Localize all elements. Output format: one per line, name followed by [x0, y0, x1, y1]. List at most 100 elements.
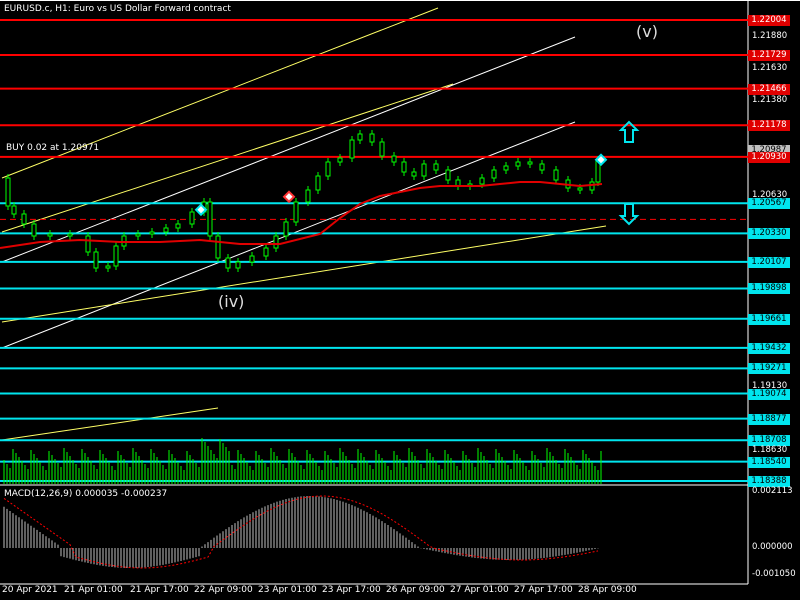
price-scale-label: 1.18708 [748, 435, 790, 446]
wave-label-iv: (iv) [218, 292, 245, 311]
candle-body [527, 161, 533, 165]
candle-body [263, 247, 269, 257]
candle-body [85, 235, 91, 253]
candle-body [515, 161, 521, 167]
time-tick: 22 Apr 09:00 [194, 585, 253, 595]
price-scale-label: 1.21466 [748, 84, 790, 95]
macd-scale-high: 0.002113 [752, 486, 793, 496]
price-scale-label: 1.21630 [752, 63, 788, 73]
candle-body [445, 169, 451, 181]
price-scale-label: 1.20107 [748, 257, 790, 268]
candle-body [577, 187, 583, 191]
price-scale-label: 1.18388 [748, 476, 790, 487]
candle-body [411, 171, 417, 177]
time-tick: 27 Apr 17:00 [514, 585, 573, 595]
candle-body [283, 221, 289, 237]
candle-body [149, 231, 155, 235]
sell-marker-icon [282, 190, 296, 204]
time-tick: 21 Apr 01:00 [64, 585, 123, 595]
time-tick: 21 Apr 17:00 [130, 585, 189, 595]
candle-body [175, 223, 181, 229]
candle-body [67, 233, 73, 237]
candle-body [539, 163, 545, 171]
macd-signal-line [3, 495, 599, 569]
time-tick: 20 Apr 2021 [2, 585, 58, 595]
price-scale-label: 1.19074 [748, 389, 790, 400]
up-arrow-icon [618, 120, 640, 143]
trend-line [1, 7, 439, 179]
price-scale-label: 1.20930 [748, 152, 790, 163]
buy-marker-icon [194, 203, 208, 217]
price-scale-label: 1.18877 [748, 414, 790, 425]
candle-body [325, 161, 331, 177]
chart-title: EURUSD.c, H1: Euro vs US Dollar Forward … [4, 4, 231, 14]
price-scale-label: 1.21880 [752, 31, 788, 41]
macd-scale-low: -0.001050 [752, 569, 796, 579]
candle-body [5, 177, 11, 207]
candle-body [93, 251, 99, 269]
price-scale-label: 1.19271 [748, 363, 790, 374]
trend-line [1, 83, 454, 233]
candle-body [293, 201, 299, 223]
candle-body [163, 227, 169, 233]
macd-label: MACD(12,26,9) 0.000035 -0.000237 [4, 489, 168, 499]
candle-body [235, 261, 241, 269]
candle-body [315, 175, 321, 191]
candle-body [379, 141, 385, 157]
price-scale-label: 1.18630 [752, 445, 788, 455]
candle-body [369, 133, 375, 143]
moving-average-line [0, 181, 603, 249]
wave-label-v: (v) [636, 22, 658, 41]
candle-body [249, 255, 255, 263]
candle-body [273, 235, 279, 249]
buy-marker-icon [594, 153, 608, 167]
trend-line [1, 36, 576, 263]
time-tick: 28 Apr 09:00 [578, 585, 637, 595]
price-scale-label: 1.22004 [748, 15, 790, 26]
candle-body [433, 163, 439, 171]
candle-body [47, 233, 53, 237]
price-scale-label: 1.21178 [748, 120, 790, 131]
candle-body [337, 157, 343, 163]
price-scale-label: 1.20630 [752, 190, 788, 200]
price-scale-label: 1.19432 [748, 343, 790, 354]
price-scale-label: 1.19898 [748, 283, 790, 294]
candle-body [113, 245, 119, 267]
price-scale-label: 1.21729 [748, 50, 790, 61]
candle-body [135, 233, 141, 237]
candle-body [421, 163, 427, 177]
candle-body [11, 205, 17, 215]
candle-body [479, 177, 485, 185]
price-scale-label: 1.18540 [748, 457, 790, 468]
candle-body [401, 161, 407, 173]
candle-body [189, 211, 195, 225]
candle-body [207, 201, 213, 237]
candle-body [349, 139, 355, 159]
time-tick: 27 Apr 01:00 [450, 585, 509, 595]
candle-body [21, 213, 27, 225]
price-scale-label: 1.20567 [748, 198, 790, 209]
price-scale-label: 1.19661 [748, 314, 790, 325]
down-arrow-icon [618, 203, 640, 226]
time-tick: 23 Apr 17:00 [322, 585, 381, 595]
candle-body [357, 133, 363, 141]
price-scale-label: 1.20330 [748, 228, 790, 239]
trend-line [1, 407, 219, 441]
candle-body [391, 155, 397, 163]
candle-body [215, 235, 221, 259]
candle-body [305, 189, 311, 203]
price-scale-label: 1.20987 [748, 145, 790, 156]
time-tick: 26 Apr 09:00 [386, 585, 445, 595]
trend-line [1, 225, 607, 323]
candle-body [491, 169, 497, 179]
candle-body [31, 223, 37, 237]
price-scale-label: 1.19130 [752, 381, 788, 391]
candle-body [225, 257, 231, 269]
time-tick: 23 Apr 01:00 [258, 585, 317, 595]
candle-body [105, 265, 111, 269]
trade-label: BUY 0.02 at 1.20971 [6, 143, 100, 153]
candle-body [553, 169, 559, 181]
macd-scale-zero: 0.000000 [752, 542, 793, 552]
price-scale-label: 1.21380 [752, 95, 788, 105]
